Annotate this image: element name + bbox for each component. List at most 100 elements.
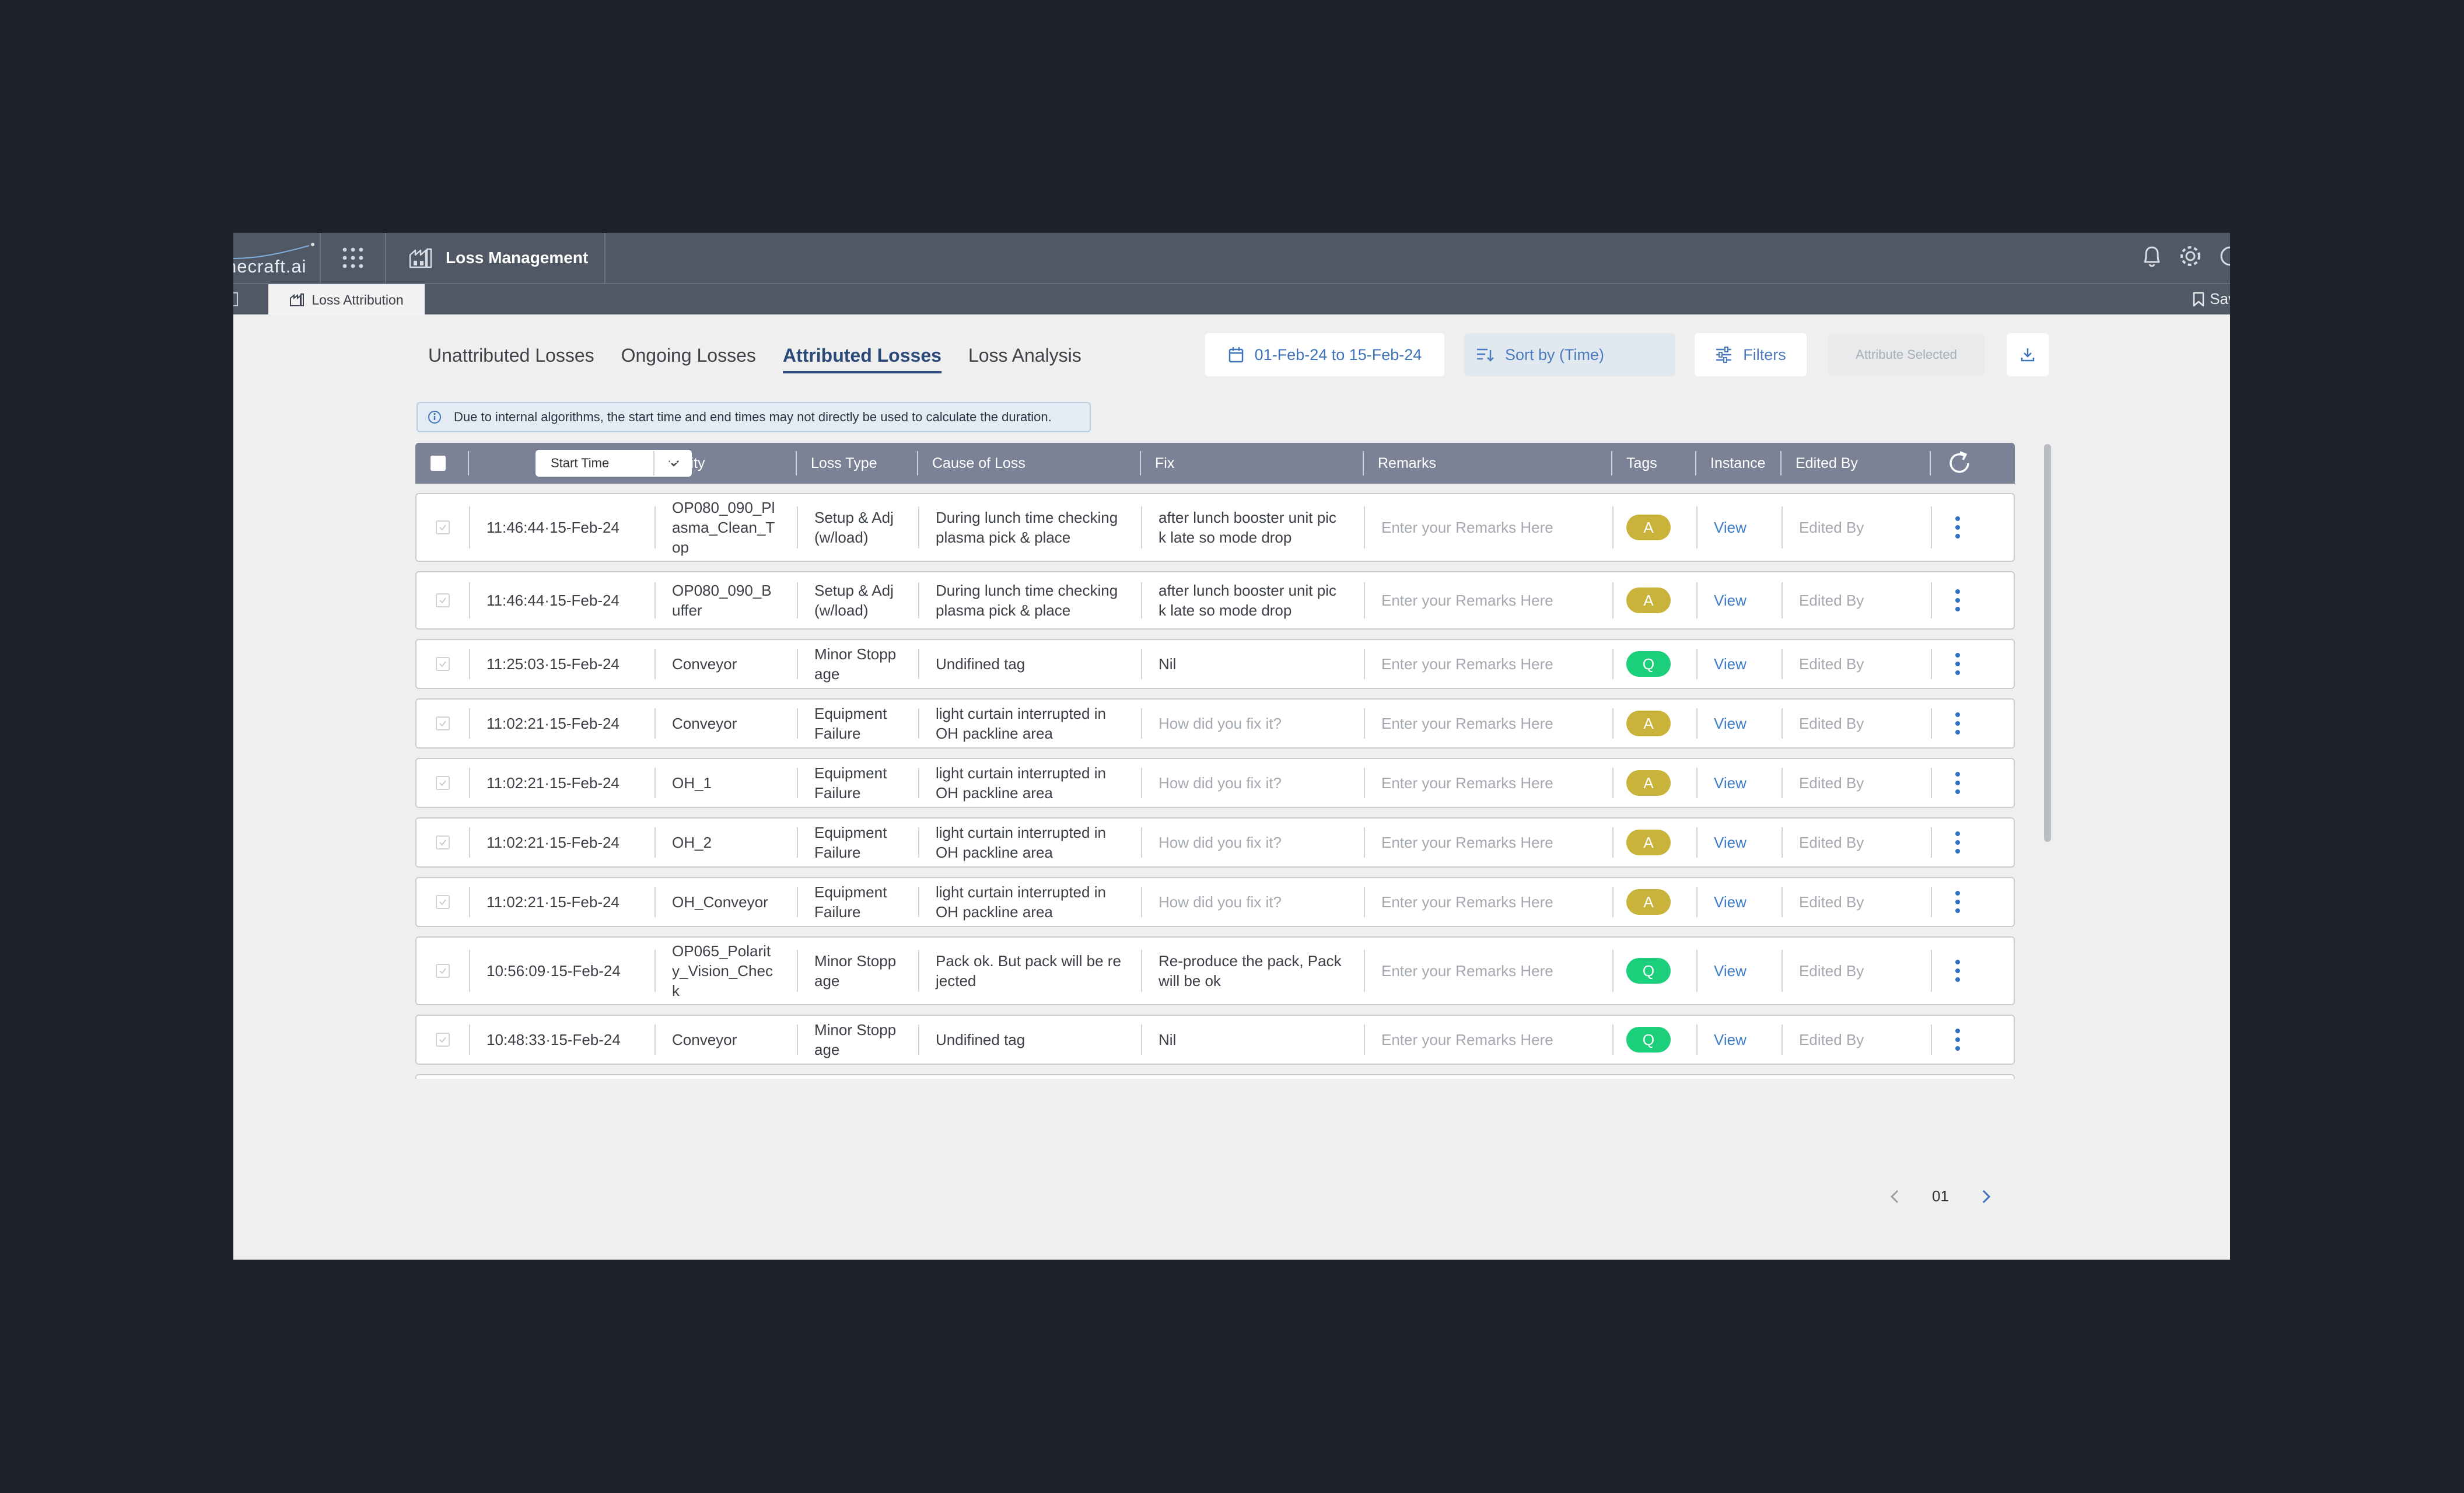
tab-loss-attribution[interactable]: Loss Attribution [268,284,425,316]
cell-actions [1931,759,2015,807]
row-more-icon[interactable] [1952,960,1964,982]
remarks-input[interactable]: Enter your Remarks Here [1381,774,1553,792]
remarks-input[interactable]: Enter your Remarks Here [1381,893,1553,911]
cell-edited-by: Edited By [1782,878,1931,926]
panel-toggle-icon[interactable] [233,292,238,306]
apps-grid-button[interactable] [321,233,386,283]
row-checkbox[interactable] [436,776,450,790]
table-row[interactable]: 11:02:21·15-Feb-24 OH_2 Equipment Failure l… [415,817,2015,868]
row-checkbox[interactable] [436,835,450,849]
tag-badge[interactable]: A [1626,830,1671,855]
row-checkbox[interactable] [436,716,450,730]
chevron-left-icon[interactable] [1889,1188,1901,1205]
tag-badge[interactable]: A [1626,889,1671,915]
fix-input[interactable]: How did you fix it? [1158,834,1282,851]
cell-fix: Nil [1141,640,1364,688]
row-more-icon[interactable] [1952,891,1964,913]
view-link[interactable]: View [1714,962,1746,980]
attribute-selected-button[interactable]: Attribute Selected [1828,333,1985,376]
refresh-button[interactable] [1930,443,2015,484]
tag-badge[interactable]: A [1626,588,1671,613]
remarks-input[interactable]: Enter your Remarks Here [1381,592,1553,609]
check-icon [439,780,446,786]
view-link[interactable]: View [1714,893,1746,911]
remarks-input[interactable]: Enter your Remarks Here [1381,715,1553,732]
cell-time: 11:02:21·15-Feb-24 [469,759,654,807]
table-row[interactable]: 10:45:53·15-Feb-24OP270_PCB_ A_TightenEq… [415,1074,2015,1079]
row-more-icon[interactable] [1952,831,1964,854]
save-button[interactable]: Sav [2192,290,2230,308]
filters-button[interactable]: Filters [1695,333,1807,376]
check-icon [439,968,446,974]
bell-icon[interactable] [2140,243,2164,269]
row-more-icon[interactable] [1952,712,1964,735]
row-checkbox[interactable] [436,964,450,978]
tag-badge[interactable]: Q [1626,651,1671,677]
cell-entity: Conveyor [654,640,797,688]
cell-loss-type: Equipment Failure [797,878,918,926]
tag-badge[interactable]: Q [1626,1027,1671,1053]
view-link[interactable]: View [1714,655,1746,673]
cell-loss-type: Equipment Failure [797,700,918,747]
cell-fix: How did you fix it? [1141,819,1364,866]
table-row[interactable]: 11:46:44·15-Feb-24 OP080_090_B uffer Setup… [415,571,2015,630]
tag-badge[interactable]: A [1626,515,1671,540]
fix-input[interactable]: How did you fix it? [1158,893,1282,911]
loss-type-header-label: Loss Type [811,454,877,471]
row-checkbox[interactable] [436,593,450,607]
row-checkbox[interactable] [436,1033,450,1047]
tab-ongoing-losses[interactable]: Ongoing Losses [621,345,756,366]
row-checkbox[interactable] [436,657,450,671]
table-row[interactable]: 10:48:33·15-Feb-24 Conveyor Minor Stopp ag… [415,1015,2015,1065]
view-link[interactable]: View [1714,1031,1746,1048]
module-selector[interactable]: Loss Management [386,233,606,283]
tag-badge[interactable]: A [1626,770,1671,796]
download-button[interactable] [2007,333,2049,376]
view-link[interactable]: View [1714,519,1746,536]
help-icon[interactable] [2217,243,2230,269]
remarks-input[interactable]: Enter your Remarks Here [1381,519,1553,536]
remarks-input[interactable]: Enter your Remarks Here [1381,962,1553,980]
table-row[interactable]: 10:56:09·15-Feb-24 OP065_Polarit y_Vision… [415,936,2015,1005]
row-more-icon[interactable] [1952,653,1964,675]
loss-type-value: Equipment Failure [814,705,887,742]
row-checkbox[interactable] [436,895,450,909]
table-row[interactable]: 11:02:21·15-Feb-24 OH_Conveyor Equipment F… [415,877,2015,927]
logo[interactable]: necraft.ai [233,233,321,283]
remarks-input[interactable]: Enter your Remarks Here [1381,834,1553,851]
table-row[interactable]: 11:25:03·15-Feb-24 Conveyor Minor Stopp ag… [415,639,2015,689]
table-row[interactable]: 11:02:21·15-Feb-24 OH_1 Equipment Failure l… [415,758,2015,808]
view-link[interactable]: View [1714,774,1746,792]
start-time-select[interactable]: Start Time [536,450,692,477]
row-more-icon[interactable] [1952,589,1964,611]
row-checkbox[interactable] [436,520,450,534]
fix-input[interactable]: How did you fix it? [1158,774,1282,792]
remarks-input[interactable]: Enter your Remarks Here [1381,1031,1553,1048]
tab-attributed-losses[interactable]: Attributed Losses [782,345,942,373]
chevron-right-icon[interactable] [1980,1188,1992,1205]
top-bar: necraft.ai Loss Management [233,233,2230,283]
view-link[interactable]: View [1714,834,1746,851]
date-range-picker[interactable]: 01-Feb-24 to 15-Feb-24 [1205,333,1444,376]
gear-icon[interactable] [2178,243,2203,269]
row-more-icon[interactable] [1952,772,1964,794]
tag-badge[interactable]: A [1626,711,1671,736]
table-row[interactable]: 11:02:21·15-Feb-24 Conveyor Equipment Fail… [415,698,2015,749]
select-all-checkbox[interactable] [430,456,446,471]
table-scrollbar[interactable] [2044,444,2051,842]
view-link[interactable]: View [1714,715,1746,732]
cell-edited-by: Edited By [1782,640,1931,688]
cell-entity: Conveyor [654,1016,797,1064]
row-more-icon[interactable] [1952,516,1964,539]
tag-badge[interactable]: Q [1626,958,1671,984]
tab-loss-analysis[interactable]: Loss Analysis [968,345,1082,366]
sort-button[interactable]: Sort by (Time) [1464,333,1675,376]
info-icon [428,411,441,424]
tab-unattributed-losses[interactable]: Unattributed Losses [428,345,594,366]
row-more-icon[interactable] [1952,1029,1964,1051]
table-row[interactable]: 11:46:44·15-Feb-24 OP080_090_Pl asma_Clea… [415,493,2015,562]
loss-type-value: Equipment Failure [814,764,887,802]
remarks-input[interactable]: Enter your Remarks Here [1381,655,1553,673]
fix-input[interactable]: How did you fix it? [1158,715,1282,732]
view-link[interactable]: View [1714,592,1746,609]
